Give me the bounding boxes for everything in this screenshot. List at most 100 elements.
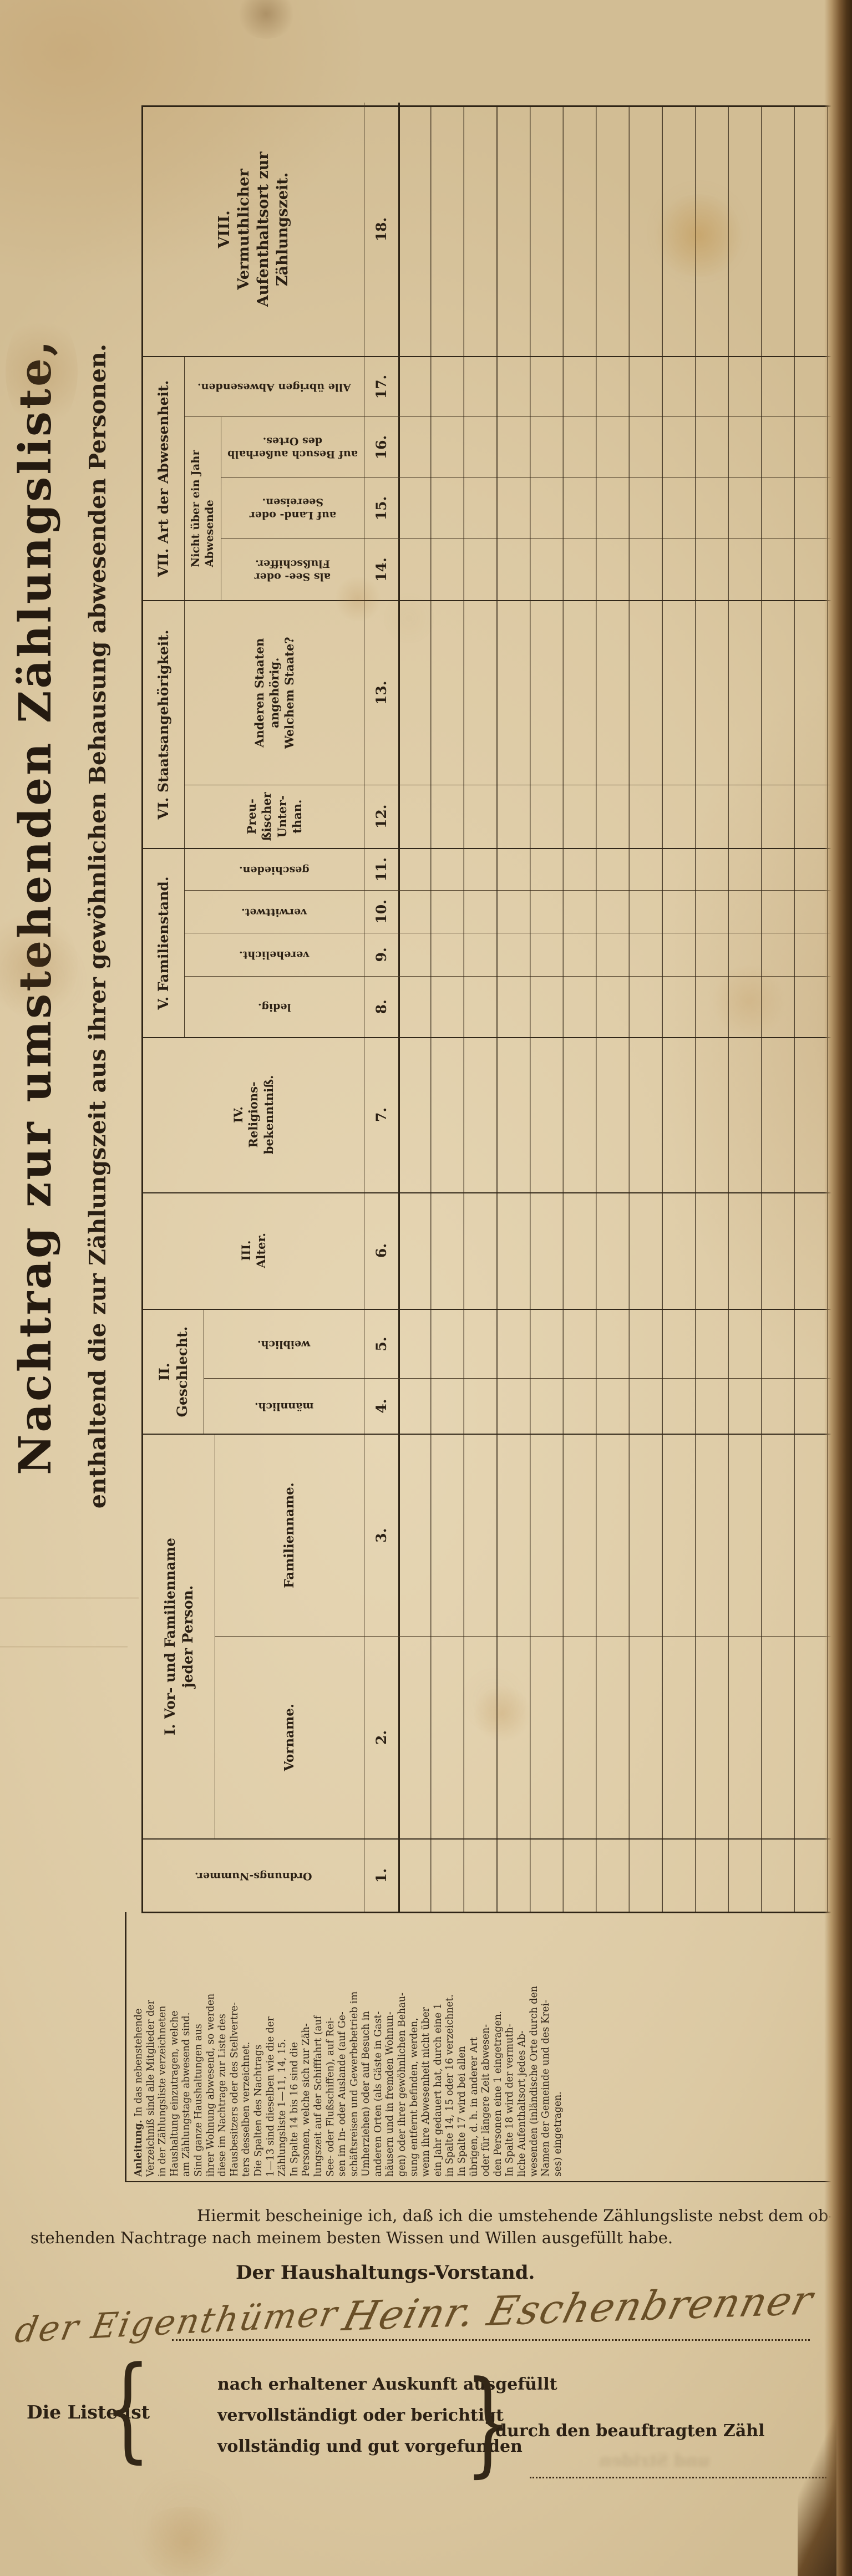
header-label-line: Nicht über ein Jahr bbox=[189, 450, 202, 567]
anleitung-line: ein Jahr gedauert hat, durch eine 1 bbox=[432, 2003, 444, 2177]
header-label-line: V. Familienstand. bbox=[155, 876, 172, 1010]
vertical-column-label: ledig. bbox=[257, 1001, 291, 1014]
group-columns: ledig. 8. verehelicht. 9. verwittwet. 10. gesc… bbox=[185, 849, 852, 1037]
vertical-column-label: verwittwet. bbox=[241, 906, 307, 918]
column-number: 6. bbox=[364, 1192, 400, 1309]
anleitung-line: Umherziehen) oder auf Besuch in bbox=[361, 2011, 372, 2177]
column-number: 8. bbox=[364, 976, 400, 1037]
table-column-11: geschieden. 11. bbox=[185, 849, 852, 891]
empty-body-column bbox=[400, 1435, 852, 1636]
header-label-line: Abwesende bbox=[202, 500, 216, 567]
subgroup-columns: als See- oder Flußschiffer. 14. auf Land- … bbox=[221, 417, 852, 600]
header-label-line: VII. Art der Abwesenheit. bbox=[155, 380, 172, 577]
table-column-15: auf Land- oder Seereisen. 15. bbox=[221, 478, 852, 539]
vertical-column-label: verehelicht. bbox=[239, 949, 310, 962]
column-header-cell: Vorname. bbox=[215, 1637, 364, 1838]
column-header-cell: als See- oder Flußschiffer. bbox=[221, 539, 364, 600]
column-header-cell: Familienname. bbox=[215, 1435, 364, 1636]
empty-body-column bbox=[400, 1310, 852, 1378]
liste-option-2: vervollständigt oder berichtigt bbox=[217, 2406, 504, 2425]
column-number: 4. bbox=[364, 1378, 400, 1434]
table-column-7: IV. Religions-bekenntniß. 7. bbox=[143, 1037, 400, 1192]
column-header-cell: weiblich. bbox=[204, 1310, 364, 1378]
column-header-cell: ledig. bbox=[185, 977, 364, 1037]
column-header-cell: Alle übrigen Abwesenden. bbox=[185, 357, 364, 416]
header-label-line: ßischer bbox=[260, 792, 274, 841]
column-header-cell: Ordnungs-Nummer. bbox=[143, 1840, 364, 1912]
anleitung-line: Verzeichniß sind alle Mitglieder der bbox=[145, 2000, 156, 2177]
anleitung-line: übrigen, d. h. in anderer Art bbox=[468, 2037, 480, 2177]
anleitung-line: diese im Nachtrage zur Liste des bbox=[217, 2014, 229, 2177]
column-sublabel: Vorname. bbox=[282, 1704, 297, 1771]
anleitung-line: Personen, welche sich zur Zäh- bbox=[301, 2023, 312, 2177]
column-number: 1. bbox=[364, 1840, 400, 1912]
header-label-line: II. bbox=[156, 1363, 173, 1381]
column-number: 7. bbox=[364, 1037, 400, 1192]
column-number: 17. bbox=[364, 357, 400, 416]
group-header: I. Vor- und Familienname jeder Person. bbox=[143, 1435, 215, 1838]
subgroup-block: Nicht über ein Jahr Abwesende als See- ode… bbox=[185, 417, 852, 600]
vertical-column-label: männlich. bbox=[254, 1400, 314, 1413]
vertical-column-label: Ordnungs-Nummer. bbox=[195, 1869, 312, 1882]
column-number: 11. bbox=[364, 849, 400, 890]
anleitung-line: wenn ihre Abwesenheit nicht über bbox=[420, 2007, 432, 2177]
group-columns: männlich. 4. weiblich. 5. bbox=[204, 1310, 852, 1434]
table-column-4: männlich. 4. bbox=[204, 1378, 852, 1434]
header-label-line: Vermuthlicher bbox=[235, 169, 252, 290]
zaehler-suffix: durch den beauftragten Zähl bbox=[495, 2421, 765, 2441]
anleitung-line: liche Aufenthaltsort jedes Ab- bbox=[516, 2030, 528, 2177]
anleitung-line: Sind ganze Haushaltungen aus bbox=[192, 2024, 204, 2177]
table-column-14: als See- oder Flußschiffer. 14. bbox=[221, 539, 852, 600]
empty-body-column bbox=[400, 891, 852, 933]
group-header: II. Geschlecht. bbox=[143, 1310, 204, 1434]
column-number: 9. bbox=[364, 933, 400, 976]
header-label-line: Aufenthaltsort zur bbox=[255, 151, 272, 307]
header-label-line: Religions- bbox=[246, 1081, 261, 1148]
column-header-cell: III. Alter. bbox=[143, 1192, 364, 1309]
empty-body-column bbox=[400, 849, 852, 890]
anleitung-line: In Spalte 17 wird bei allen bbox=[457, 2046, 468, 2177]
column-group-block: I. Vor- und Familienname jeder Person. Vor… bbox=[143, 1435, 852, 1840]
vertical-column-label: auf Besuch außerhalb des Ortes. bbox=[227, 435, 358, 461]
anleitung-line: Die Spalten des Nachtrags bbox=[252, 2045, 264, 2177]
group-header: V. Familienstand. bbox=[143, 849, 185, 1037]
anleitung-line: sung entfernt befinden, werden, bbox=[408, 2018, 420, 2177]
table-column-10: verwittwet. 10. bbox=[185, 890, 852, 934]
column-header-cell: auf Besuch außerhalb des Ortes. bbox=[221, 417, 364, 477]
column-sublabel: Familienname. bbox=[282, 1482, 297, 1588]
table-column-13: Anderen Staaten angehörig. Welchem Staate?… bbox=[185, 601, 852, 785]
header-label-line: angehörig. bbox=[267, 657, 281, 728]
header-label-line: VI. Staatsangehörigkeit. bbox=[155, 629, 172, 820]
vertical-column-label: geschieden. bbox=[239, 863, 310, 876]
table-column-6: III. Alter. 6. bbox=[143, 1192, 400, 1309]
anleitung-line: den Personen eine 1 eingetragen. bbox=[492, 2011, 504, 2177]
column-number: 15. bbox=[364, 478, 400, 538]
certification-line-1: Hiermit bescheinige ich, daß ich die ums… bbox=[197, 2206, 834, 2225]
anleitung-line: lungszeit auf der Schifffahrt (auf bbox=[312, 2015, 324, 2177]
anleitung-line: sen im In- oder Auslande (auf Ge- bbox=[337, 2011, 348, 2177]
empty-body-column bbox=[400, 601, 852, 785]
empty-body-column bbox=[400, 357, 852, 416]
column-header-cell: IV. Religions-bekenntniß. bbox=[143, 1037, 364, 1192]
anleitung-line: Anleitung. In das nebenstehende bbox=[133, 2008, 144, 2177]
group-columns: Preu-ßischer Unter-than. 12. Anderen Staate… bbox=[185, 601, 852, 848]
anleitung-line: anderen Orten (als Gäste in Gast- bbox=[372, 2011, 384, 2177]
table-column-18: VIII. Vermuthlicher Aufenthaltsort zur Zähl… bbox=[143, 103, 400, 356]
signature-dotted-line bbox=[172, 2339, 810, 2341]
header-label-line: Alter. bbox=[254, 1233, 268, 1268]
column-number: 5. bbox=[364, 1310, 400, 1378]
table-column-16: auf Besuch außerhalb des Ortes. 16. bbox=[221, 417, 852, 478]
empty-body-column bbox=[400, 478, 852, 538]
vertical-column-label: weiblich. bbox=[257, 1338, 311, 1351]
column-group-block: II. Geschlecht. männlich. 4. weiblich. 5. bbox=[143, 1310, 852, 1435]
certification-line-2: stehenden Nachtrage nach meinem besten W… bbox=[31, 2228, 673, 2247]
anleitung-line: schäftsreisen und Gewerbebetrieb im bbox=[348, 1991, 360, 2177]
header-label-line: Anderen Staaten bbox=[252, 638, 266, 748]
liste-option-1: nach erhaltener Auskunft ausgefüllt bbox=[217, 2375, 557, 2394]
column-group-block: VII. Art der Abwesenheit. Nicht über ein … bbox=[143, 357, 852, 601]
close-brace: } bbox=[465, 2356, 511, 2489]
anleitung-line: In Spalte 18 wird der vermuth- bbox=[504, 2024, 516, 2177]
column-header-cell: auf Land- oder Seereisen. bbox=[221, 478, 364, 538]
anleitung-line: oder für längere Zeit abwesen- bbox=[480, 2024, 492, 2177]
